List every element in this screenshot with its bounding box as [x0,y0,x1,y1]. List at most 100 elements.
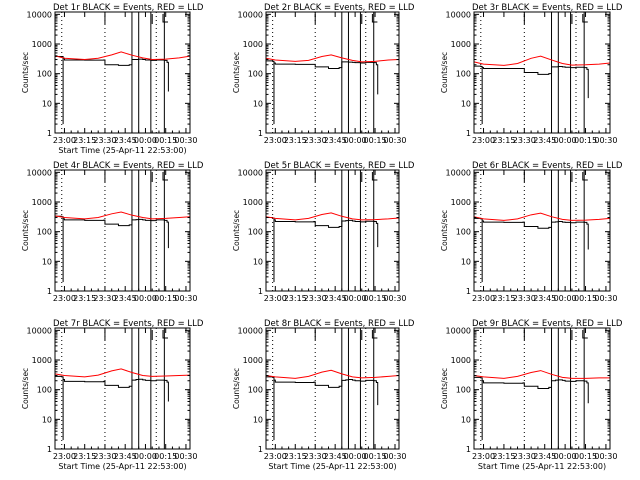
series-line-events [55,55,169,92]
x-tick-label: 23:15 [73,452,96,461]
y-tick-label: 100 [456,70,471,79]
y-tick-label: 10000 [446,10,471,19]
x-tick-label: 23:00 [53,294,76,303]
panel-det-6: Det 6r BLACK = Events, RED = LLD 1 10 100 10… [440,161,623,303]
y-tick-label: 1000 [243,40,263,49]
x-tick-label: 23:15 [284,136,307,145]
y-axis-label: Counts/sec [232,52,241,93]
x-tick-label: 23:45 [533,294,556,303]
y-axis-label: Counts/sec [440,368,449,409]
panel-det-7: Det 7r BLACK = Events, RED = LLD 1 10 100 10… [21,319,204,471]
x-tick-label: 00:00 [134,294,157,303]
y-tick-label: 1 [258,287,263,296]
x-axis-label: Start Time (25-Apr-11 22:53:00) [478,462,606,471]
plot-frame [473,11,611,134]
series-line-events [266,217,379,248]
panel-det-1: Det 1r BLACK = Events, RED = LLD 1 10 100 10… [21,3,204,155]
x-tick-label: 00:30 [594,452,617,461]
series-line-lld [265,212,400,221]
x-tick-label: 00:15 [574,294,597,303]
x-tick-label: 00:15 [154,294,177,303]
series-line-lld [473,55,611,66]
panel-det-8: Det 8r BLACK = Events, RED = LLD 1 10 100 10… [232,319,415,471]
x-tick-label: 23:45 [324,294,347,303]
x-tick-label: 00:15 [574,136,597,145]
y-tick-label: 100 [248,386,263,395]
y-axis-label: Counts/sec [232,368,241,409]
x-tick-label: 00:15 [364,452,387,461]
y-tick-label: 1000 [32,40,52,49]
y-tick-label: 1 [47,445,52,454]
x-tick-label: 00:15 [364,294,387,303]
panel-title: Det 1r BLACK = Events, RED = LLD [53,3,204,13]
x-tick-label: 23:30 [93,452,116,461]
x-tick-label: 23:45 [324,452,347,461]
y-tick-label: 10 [461,99,471,108]
x-tick-label: 00:15 [154,136,177,145]
plot-frame [54,11,191,134]
series-line-lld [473,212,611,221]
plot-frame [54,169,191,292]
panel-det-4: Det 4r BLACK = Events, RED = LLD 1 10 100 10… [21,161,204,303]
x-tick-label: 23:45 [533,136,556,145]
x-tick-label: 00:15 [364,136,387,145]
y-tick-label: 10 [42,257,52,266]
series-line-events [266,60,379,95]
x-tick-label: 23:30 [513,452,536,461]
x-tick-label: 23:30 [513,294,536,303]
y-tick-label: 100 [456,386,471,395]
x-tick-label: 00:30 [383,294,406,303]
x-tick-label: 23:45 [114,452,137,461]
x-tick-label: 00:00 [554,452,577,461]
y-tick-label: 10000 [238,168,263,177]
x-tick-label: 00:30 [594,294,617,303]
y-tick-label: 10000 [238,10,263,19]
y-tick-label: 1000 [451,198,471,207]
y-axis-label: Counts/sec [21,210,30,251]
x-tick-label: 23:45 [114,136,137,145]
x-tick-label: 00:30 [174,452,197,461]
panel-title: Det 5r BLACK = Events, RED = LLD [264,161,415,171]
panel-det-9: Det 9r BLACK = Events, RED = LLD 1 10 100 10… [440,319,623,471]
y-tick-label: 100 [456,228,471,237]
x-tick-label: 23:45 [533,452,556,461]
x-tick-label: 23:00 [472,294,495,303]
x-axis-label: Start Time (25-Apr-11 22:53:00) [58,146,186,155]
x-tick-label: 23:30 [93,294,116,303]
x-tick-label: 00:00 [344,294,367,303]
series-line-events [474,217,589,250]
plot-frame [54,327,191,450]
x-tick-label: 23:15 [492,294,515,303]
x-tick-label: 23:15 [284,452,307,461]
series-line-lld [54,51,191,61]
y-tick-label: 10 [253,99,263,108]
x-tick-label: 23:30 [513,136,536,145]
y-tick-label: 10 [42,99,52,108]
plot-frame [473,169,611,292]
x-tick-label: 23:15 [284,294,307,303]
panel-title: Det 4r BLACK = Events, RED = LLD [53,161,204,171]
x-tick-label: 23:15 [73,136,96,145]
top-flag-mark [582,172,588,181]
x-tick-label: 00:30 [383,452,406,461]
series-line-events [266,376,379,406]
y-axis-label: Counts/sec [440,210,449,251]
y-tick-label: 1000 [32,356,52,365]
x-tick-label: 23:45 [114,294,137,303]
top-flag-mark [582,14,588,23]
x-tick-label: 00:00 [134,452,157,461]
y-tick-label: 1000 [32,198,52,207]
series-line-lld [54,211,191,220]
panel-title: Det 9r BLACK = Events, RED = LLD [472,319,623,329]
series-line-events [474,376,589,404]
plot-frame [473,327,611,450]
x-axis-label: Start Time (25-Apr-11 22:53:00) [268,462,396,471]
y-tick-label: 100 [37,386,52,395]
panel-det-5: Det 5r BLACK = Events, RED = LLD 1 10 100 10… [232,161,415,303]
top-flag-mark [162,172,168,181]
panel-title: Det 2r BLACK = Events, RED = LLD [264,3,415,13]
x-tick-label: 23:00 [53,452,76,461]
series-line-lld [265,369,400,379]
y-tick-label: 1000 [451,356,471,365]
